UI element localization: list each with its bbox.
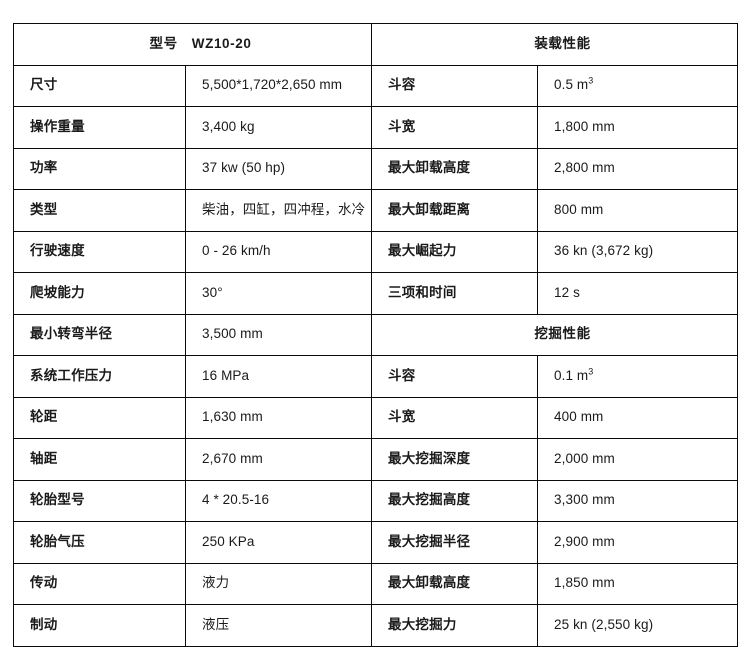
table-row: 轮距 1,630 mm 斗宽 400 mm — [13, 396, 739, 439]
row-label-left: 行驶速度 — [13, 230, 186, 273]
row-label-right: 最大崛起力 — [371, 230, 539, 273]
specification-table-body: 型号 WZ10-20 装载性能 尺寸 5,500*1,720*2,650 mm 斗容 0.5… — [12, 23, 739, 647]
row-value-right-text: 12 s — [554, 284, 580, 300]
header-model-cell: 型号 WZ10-20 — [12, 23, 373, 66]
table-row: 操作重量 3,400 kg 斗宽 1,800 mm — [13, 106, 739, 149]
row-label-left: 轮胎型号 — [13, 479, 186, 522]
row-value-right: 2,800 mm — [537, 147, 739, 190]
row-label-right: 最大卸载高度 — [371, 562, 539, 605]
header-model-code: WZ10-20 — [191, 35, 252, 51]
row-value-right: 0.1 m3 — [537, 355, 739, 398]
table-row: 最小转弯半径 3,500 mm 挖掘性能 — [13, 313, 739, 356]
table-row: 行驶速度 0 - 26 km/h 最大崛起力 36 kn (3,672 kg) — [13, 230, 739, 273]
row-value-right-superscript: 3 — [588, 366, 594, 377]
row-value-left: 30° — [184, 272, 373, 315]
row-value-left: 液压 — [184, 604, 373, 647]
header-model-label: 型号 — [149, 35, 178, 51]
row-value-right: 36 kn (3,672 kg) — [537, 230, 739, 273]
row-value-left: 16 MPa — [184, 355, 373, 398]
row-label-left: 传动 — [13, 562, 186, 605]
row-value-right-text: 800 mm — [554, 201, 604, 217]
row-value-right: 400 mm — [537, 396, 739, 439]
row-label-right: 最大挖掘半径 — [371, 521, 539, 564]
row-label-left: 功率 — [13, 147, 186, 190]
table-row: 类型 柴油，四缸，四冲程，水冷 最大卸载距离 800 mm — [13, 189, 739, 232]
row-value-left: 5,500*1,720*2,650 mm — [184, 64, 373, 107]
row-value-right: 25 kn (2,550 kg) — [537, 604, 739, 647]
row-label-right: 最大挖掘高度 — [371, 479, 539, 522]
row-label-left: 轮距 — [13, 396, 186, 439]
row-value-right-text: 0.5 m — [554, 77, 589, 93]
row-label-left: 尺寸 — [13, 64, 186, 107]
section-header-digging-performance: 挖掘性能 — [371, 313, 739, 356]
table-row: 轮胎型号 4 * 20.5-16 最大挖掘高度 3,300 mm — [13, 479, 739, 522]
row-label-right: 三项和时间 — [371, 272, 539, 315]
row-value-right-text: 2,000 mm — [554, 450, 615, 466]
row-label-left: 操作重量 — [13, 106, 186, 149]
row-label-right: 最大挖掘深度 — [371, 438, 539, 481]
row-value-right-text: 1,800 mm — [554, 118, 615, 134]
row-value-right: 800 mm — [537, 189, 739, 232]
row-label-right: 最大挖掘力 — [371, 604, 539, 647]
row-label-right: 斗容 — [371, 355, 539, 398]
row-value-left: 1,630 mm — [184, 396, 373, 439]
row-value-left: 3,400 kg — [184, 106, 373, 149]
row-label-left: 爬坡能力 — [13, 272, 186, 315]
row-value-left: 0 - 26 km/h — [184, 230, 373, 273]
table-row: 爬坡能力 30° 三项和时间 12 s — [13, 272, 739, 315]
row-label-right: 斗宽 — [371, 396, 539, 439]
row-value-right: 1,850 mm — [537, 562, 739, 605]
row-value-left: 3,500 mm — [184, 313, 373, 356]
header-loading-performance-cell: 装载性能 — [371, 23, 739, 66]
row-value-right: 12 s — [537, 272, 739, 315]
table-row: 功率 37 kw (50 hp) 最大卸载高度 2,800 mm — [13, 147, 739, 190]
row-value-right-text: 2,900 mm — [554, 533, 615, 549]
row-value-right-text: 3,300 mm — [554, 492, 615, 508]
row-value-right-superscript: 3 — [588, 75, 594, 86]
row-value-right-text: 400 mm — [554, 409, 604, 425]
row-value-left: 4 * 20.5-16 — [184, 479, 373, 522]
table-row: 系统工作压力 16 MPa 斗容 0.1 m3 — [13, 355, 739, 398]
row-value-right-text: 0.1 m — [554, 367, 589, 383]
row-value-right-text: 36 kn (3,672 kg) — [554, 243, 654, 259]
row-value-right-text: 1,850 mm — [554, 575, 615, 591]
specification-table-container: 型号 WZ10-20 装载性能 尺寸 5,500*1,720*2,650 mm 斗容 0.5… — [12, 23, 739, 647]
table-row: 传动 液力 最大卸载高度 1,850 mm — [13, 562, 739, 605]
row-label-right: 最大卸载高度 — [371, 147, 539, 190]
row-label-right: 最大卸载距离 — [371, 189, 539, 232]
row-value-right: 2,900 mm — [537, 521, 739, 564]
row-label-left: 最小转弯半径 — [13, 313, 186, 356]
row-value-left: 37 kw (50 hp) — [184, 147, 373, 190]
row-value-right: 2,000 mm — [537, 438, 739, 481]
table-row: 制动 液压 最大挖掘力 25 kn (2,550 kg) — [13, 604, 739, 647]
row-label-right: 斗容 — [371, 64, 539, 107]
row-value-left: 2,670 mm — [184, 438, 373, 481]
table-row: 轮胎气压 250 KPa 最大挖掘半径 2,900 mm — [13, 521, 739, 564]
row-label-left: 类型 — [13, 189, 186, 232]
row-label-left: 轮胎气压 — [13, 521, 186, 564]
row-value-right: 1,800 mm — [537, 106, 739, 149]
row-value-right-text: 25 kn (2,550 kg) — [554, 616, 654, 632]
row-value-right: 3,300 mm — [537, 479, 739, 522]
row-value-right-text: 2,800 mm — [554, 160, 615, 176]
table-header-row: 型号 WZ10-20 装载性能 — [12, 23, 739, 66]
specification-table: 型号 WZ10-20 装载性能 尺寸 5,500*1,720*2,650 mm 斗容 0.5… — [12, 23, 739, 647]
row-label-left: 系统工作压力 — [13, 355, 186, 398]
table-row: 尺寸 5,500*1,720*2,650 mm 斗容 0.5 m3 — [13, 64, 739, 107]
row-label-right: 斗宽 — [371, 106, 539, 149]
table-row: 轴距 2,670 mm 最大挖掘深度 2,000 mm — [13, 438, 739, 481]
row-value-left: 250 KPa — [184, 521, 373, 564]
row-value-left: 柴油，四缸，四冲程，水冷 — [184, 189, 373, 232]
row-value-left: 液力 — [184, 562, 373, 605]
row-label-left: 轴距 — [13, 438, 186, 481]
row-value-right: 0.5 m3 — [537, 64, 739, 107]
row-label-left: 制动 — [13, 604, 186, 647]
